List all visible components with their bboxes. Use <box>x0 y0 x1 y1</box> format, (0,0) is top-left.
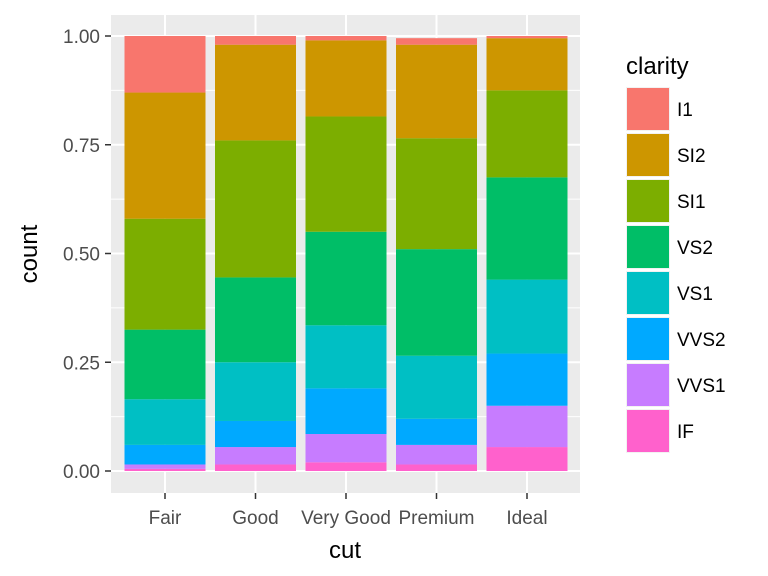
legend-key <box>627 410 669 452</box>
legend-label: SI2 <box>677 146 706 167</box>
legend-label: VVS2 <box>677 330 726 351</box>
bar-segment <box>396 355 477 419</box>
legend-items: I1 SI2 SI1 VS2 VS1 VVS2 VVS1 IF <box>626 87 726 453</box>
bar-segment <box>486 36 568 39</box>
legend-title: clarity <box>626 53 689 80</box>
legend-key <box>627 134 669 176</box>
legend-label: IF <box>677 422 694 443</box>
legend-label: SI1 <box>677 192 706 213</box>
bar-segment <box>305 36 387 41</box>
bar-segment <box>124 444 206 465</box>
bar-segment <box>305 434 387 463</box>
bar-segment <box>396 38 477 45</box>
bar-segment <box>124 464 206 469</box>
legend-label: VVS1 <box>677 376 726 397</box>
x-axis-title: cut <box>329 537 361 564</box>
y-tick-label: 0.00 <box>63 462 100 483</box>
y-axis: 0.00 0.25 0.50 0.75 1.00 <box>63 27 111 483</box>
legend-label: VS1 <box>677 284 713 305</box>
bar-segment <box>124 468 206 471</box>
x-tick-label: Very Good <box>301 508 391 529</box>
bar-segment <box>396 138 477 250</box>
legend-key <box>627 226 669 268</box>
bar-segment <box>305 462 387 471</box>
bar-segment <box>486 177 568 280</box>
y-tick-label: 0.75 <box>63 136 100 157</box>
bar-segment <box>486 405 568 448</box>
bar-segment <box>486 38 568 91</box>
legend-key <box>627 88 669 130</box>
legend-label: I1 <box>677 100 693 121</box>
bar-segment <box>396 249 477 356</box>
bar-segment <box>396 464 477 471</box>
bar-segment <box>215 447 296 465</box>
bar-segment <box>215 464 296 471</box>
bar-segment <box>305 231 387 326</box>
bar-segment <box>215 277 296 363</box>
bar-segment <box>486 90 568 178</box>
bar-segment <box>124 329 206 400</box>
y-tick-label: 1.00 <box>63 27 100 48</box>
x-axis: Fair Good Very Good Premium Ideal <box>149 493 548 529</box>
bar-segment <box>396 44 477 139</box>
legend-key <box>627 180 669 222</box>
bar-segment <box>215 420 296 448</box>
bar-segment <box>124 218 206 330</box>
bar-segment <box>215 44 296 141</box>
y-tick-label: 0.50 <box>63 245 100 266</box>
bar-segment <box>305 40 387 117</box>
x-tick-label: Good <box>232 508 278 529</box>
x-tick-label: Premium <box>398 508 474 529</box>
bar-segment <box>305 388 387 435</box>
bar-segment <box>305 116 387 232</box>
legend-key <box>627 318 669 360</box>
y-axis-title: count <box>16 224 43 283</box>
bar-segment <box>486 447 568 471</box>
bar-segment <box>215 140 296 278</box>
x-tick-label: Ideal <box>506 508 547 529</box>
bar-segment <box>215 36 296 45</box>
y-tick-label: 0.25 <box>63 353 100 374</box>
bar-segment <box>396 444 477 465</box>
bar-segment <box>305 325 387 389</box>
bars <box>124 36 568 471</box>
bar-segment <box>124 399 206 445</box>
x-tick-label: Fair <box>149 508 182 529</box>
legend-key <box>627 364 669 406</box>
bar-segment <box>486 279 568 354</box>
legend-label: VS2 <box>677 238 713 259</box>
bar-segment <box>124 92 206 219</box>
bar-segment <box>124 36 206 93</box>
legend: clarity I1 SI2 SI1 VS2 VS1 VVS2 VVS1 IF <box>626 53 726 453</box>
bar-segment <box>396 418 477 445</box>
bar-segment <box>215 362 296 421</box>
bar-segment <box>486 353 568 406</box>
legend-key <box>627 272 669 314</box>
